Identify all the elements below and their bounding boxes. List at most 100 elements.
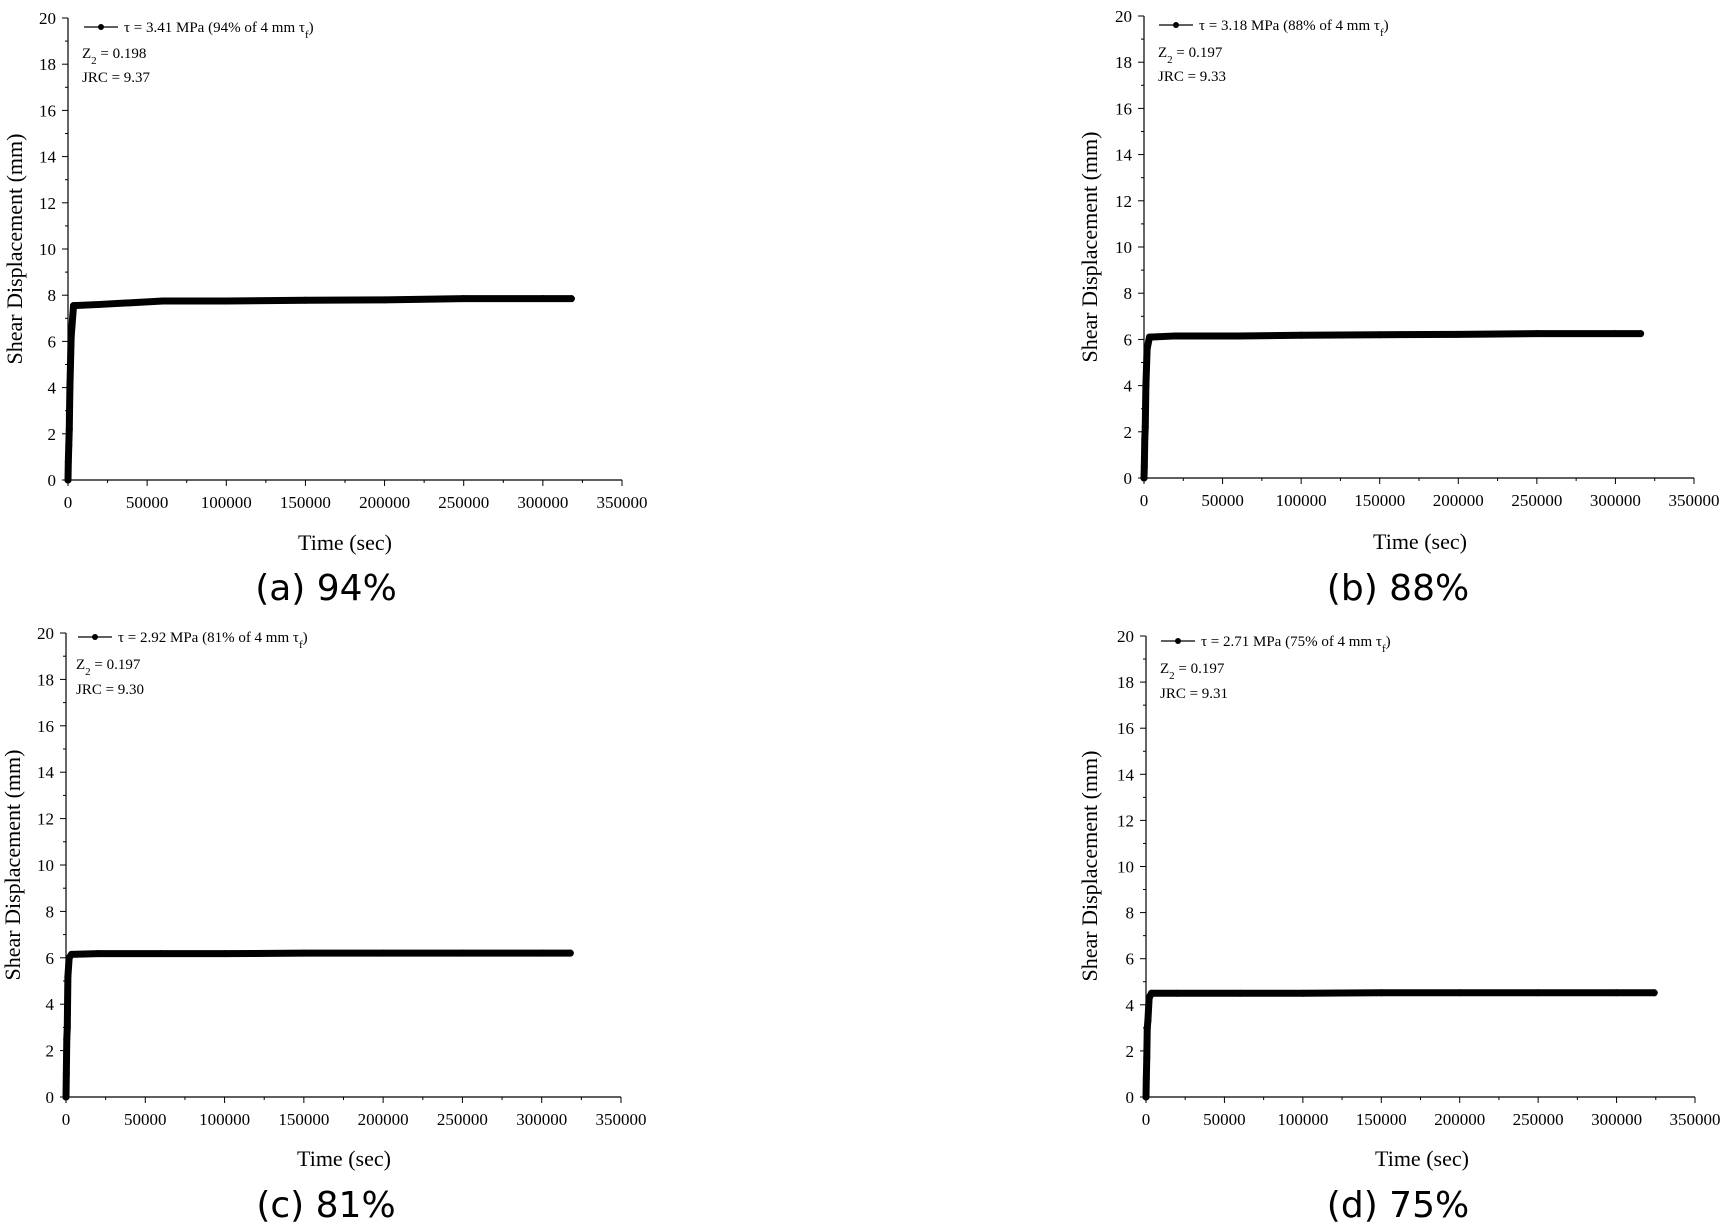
y-tick-label: 14 <box>39 148 57 167</box>
data-point <box>64 476 72 484</box>
x-tick-label: 50000 <box>1203 1110 1246 1129</box>
panel-caption: (a) 94% <box>255 568 397 609</box>
data-point <box>1297 331 1305 339</box>
data-point <box>460 295 468 303</box>
jrc-annotation: JRC = 9.37 <box>82 70 151 86</box>
x-axis-title: Time (sec) <box>1373 529 1467 554</box>
y-axis-title: Shear Displacement (mm) <box>1077 132 1102 363</box>
data-point <box>62 1070 70 1078</box>
panel-caption: (b) 88% <box>1327 568 1469 609</box>
x-tick-label: 350000 <box>1669 491 1720 510</box>
data-point <box>458 949 466 957</box>
data-point <box>1141 423 1149 431</box>
y-tick-label: 20 <box>37 624 54 643</box>
data-point <box>1143 1024 1151 1032</box>
y-tick-label: 6 <box>1124 330 1133 349</box>
x-tick-label: 50000 <box>124 1110 167 1129</box>
data-series-line <box>1140 330 1645 482</box>
data-point <box>70 302 78 310</box>
y-tick-label: 12 <box>39 194 56 213</box>
data-series-line <box>64 295 575 484</box>
y-tick-label: 2 <box>1124 423 1133 442</box>
data-point <box>1534 989 1542 997</box>
x-tick-label: 50000 <box>126 493 169 512</box>
data-point <box>538 949 546 957</box>
y-tick-label: 6 <box>1126 950 1135 969</box>
data-point <box>1650 989 1658 997</box>
y-tick-label: 20 <box>1115 7 1132 26</box>
data-point <box>1456 989 1464 997</box>
data-point <box>159 297 167 305</box>
y-tick-label: 0 <box>1126 1088 1135 1107</box>
y-tick-label: 12 <box>1115 192 1132 211</box>
legend-label: τ = 3.41 MPa (94% of 4 mm τf) <box>124 20 314 41</box>
x-tick-label: 200000 <box>358 1110 409 1129</box>
data-point <box>1234 332 1242 340</box>
y-tick-label: 8 <box>1124 284 1133 303</box>
data-point <box>539 295 547 303</box>
z2-annotation: Z2 = 0.197 <box>1160 661 1225 682</box>
x-axis-title: Time (sec) <box>298 530 392 555</box>
x-axis-title: Time (sec) <box>1375 1146 1469 1171</box>
y-tick-label: 6 <box>46 949 55 968</box>
data-point <box>64 972 72 980</box>
x-tick-label: 350000 <box>1670 1110 1721 1129</box>
x-tick-label: 300000 <box>517 493 568 512</box>
data-point <box>96 300 104 308</box>
data-point <box>381 296 389 304</box>
x-axis-title: Time (sec) <box>297 1146 391 1171</box>
y-tick-label: 20 <box>39 9 56 28</box>
data-point <box>379 949 387 957</box>
legend: τ = 3.41 MPa (94% of 4 mm τf) <box>84 20 314 41</box>
data-point <box>567 295 575 303</box>
data-point <box>1140 474 1148 482</box>
z2-annotation: Z2 = 0.198 <box>82 46 146 67</box>
y-tick-label: 18 <box>1117 673 1134 692</box>
data-point <box>1142 1093 1150 1101</box>
x-tick-label: 200000 <box>1434 1110 1485 1129</box>
x-tick-label: 300000 <box>1591 1110 1642 1129</box>
y-tick-label: 4 <box>1126 996 1135 1015</box>
x-tick-label: 150000 <box>1354 491 1405 510</box>
x-tick-label: 200000 <box>359 493 410 512</box>
x-tick-label: 350000 <box>596 1110 647 1129</box>
y-tick-label: 16 <box>37 717 54 736</box>
chart-panel-b: 0 2 4 6 8 10 12 14 16 18 20 0 50000 100000 150000 20000… <box>1077 7 1720 609</box>
data-point <box>1637 330 1645 338</box>
x-tick-label: 50000 <box>1201 491 1244 510</box>
y-tick-label: 14 <box>1117 765 1135 784</box>
y-tick-label: 18 <box>37 670 54 689</box>
y-tick-label: 4 <box>48 379 57 398</box>
jrc-annotation: JRC = 9.31 <box>1160 686 1228 702</box>
y-tick-label: 8 <box>1126 904 1135 923</box>
x-tick-label: 300000 <box>1590 491 1641 510</box>
x-tick-label: 200000 <box>1433 491 1484 510</box>
data-point <box>1173 989 1181 997</box>
y-tick-label: 16 <box>1117 719 1134 738</box>
z2-annotation: Z2 = 0.197 <box>76 657 141 678</box>
data-point <box>65 441 73 449</box>
y-tick-label: 10 <box>37 856 54 875</box>
legend-marker <box>1175 638 1181 644</box>
data-point <box>1236 989 1244 997</box>
x-tick-label: 0 <box>62 1110 71 1129</box>
x-tick-label: 0 <box>64 493 73 512</box>
x-tick-label: 250000 <box>437 1110 488 1129</box>
data-point <box>301 296 309 304</box>
jrc-annotation: JRC = 9.30 <box>76 682 144 698</box>
y-tick-label: 4 <box>46 995 55 1014</box>
y-tick-label: 8 <box>48 286 57 305</box>
y-tick-label: 16 <box>39 101 56 120</box>
data-point <box>1140 462 1148 470</box>
x-tick-label: 150000 <box>1356 1110 1407 1129</box>
y-axis-title: Shear Displacement (mm) <box>0 750 25 981</box>
y-tick-label: 10 <box>39 240 56 259</box>
jrc-annotation: JRC = 9.33 <box>1158 69 1226 85</box>
y-tick-label: 20 <box>1117 627 1134 646</box>
y-tick-label: 6 <box>48 332 57 351</box>
data-point <box>1171 332 1179 340</box>
legend-marker <box>1173 22 1179 28</box>
y-tick-label: 14 <box>37 763 55 782</box>
data-point <box>64 458 72 466</box>
y-tick-label: 18 <box>1115 53 1132 72</box>
